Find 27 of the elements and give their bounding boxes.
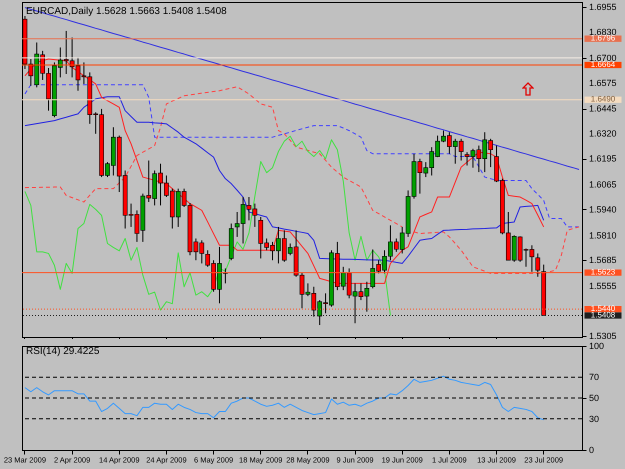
y-tick-label: 1.6065 [589,179,617,190]
ref-line-label: 1.6664 [590,60,616,70]
line-series [24,7,580,170]
y-tick-label: 1.6700 [589,52,617,63]
y-tick-label: 1.5810 [589,230,617,240]
y-tick-label: 100 [589,341,604,351]
y-tick-label: 0 [589,445,594,455]
line-series [24,376,544,420]
y-tick-label: 1.5305 [589,331,617,342]
y-tick-label: 1.6955 [589,2,617,12]
line-series [24,136,391,316]
ref-line-label: 1.5408 [590,310,616,320]
line-series [24,84,580,228]
y-tick-label: 70 [589,372,600,382]
ref-line-label: 1.6490 [590,94,616,104]
y-tick-label: 1.6445 [589,104,617,114]
y-tick-label: 1.6195 [589,154,617,164]
y-tick-label: 1.5685 [589,255,617,266]
y-tick-label: 1.6320 [589,128,617,139]
y-tick-label: 1.5940 [589,204,617,214]
chart-title: RSI(14) 29.4225 [26,346,100,357]
y-tick-label: 1.6575 [589,78,617,88]
y-tick-label: 50 [589,393,600,403]
ref-line-label: 1.5623 [590,268,616,277]
y-tick-label: 1.5555 [589,281,617,292]
y-tick-label: 30 [589,414,600,424]
candlestick [535,252,540,278]
